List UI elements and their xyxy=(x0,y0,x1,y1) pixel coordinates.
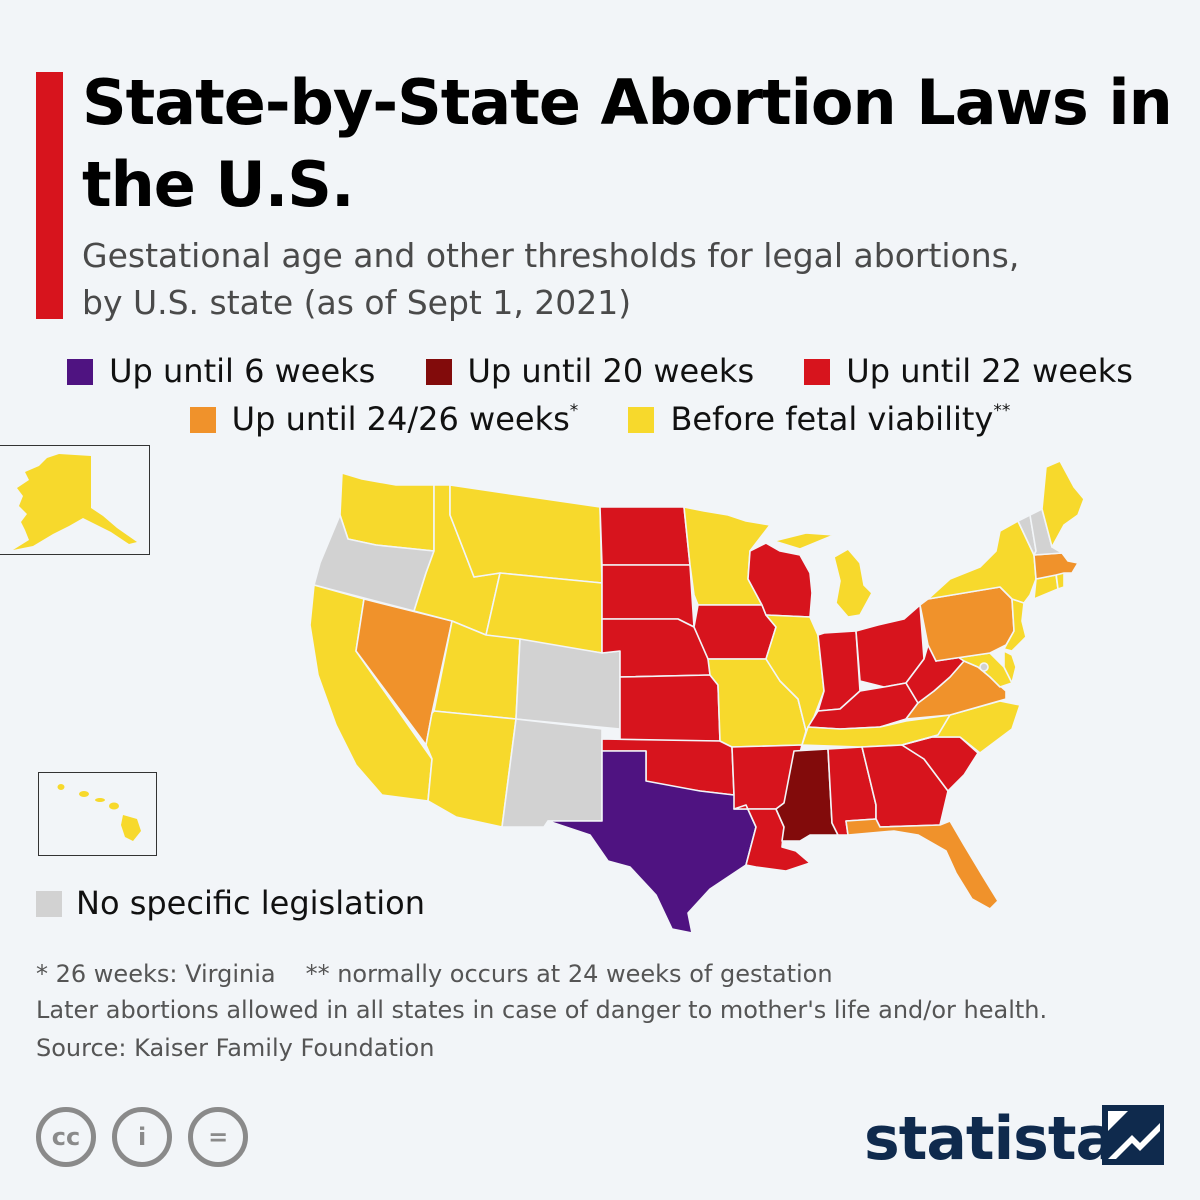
legend-row-1: Up until 6 weeks Up until 20 weeks Up un… xyxy=(0,350,1200,390)
nd-icon[interactable]: = xyxy=(188,1107,249,1167)
state-HI-island-big-island xyxy=(121,815,141,841)
legend-swatch-20-weeks xyxy=(425,359,452,385)
state-HI-island-kauai xyxy=(57,784,65,790)
by-icon[interactable]: i xyxy=(112,1107,173,1167)
statista-logo-icon xyxy=(1102,1105,1164,1165)
hawaii-inset xyxy=(38,772,157,856)
state-NM xyxy=(501,718,603,828)
alaska-inset xyxy=(0,445,150,555)
title-accent-bar xyxy=(36,72,63,319)
legend-row-2: Up until 24/26 weeks* Before fetal viabi… xyxy=(0,398,1200,438)
footnotes: * 26 weeks: Virginia ** normally occurs a… xyxy=(36,956,1047,1028)
legend-item-6-weeks: Up until 6 weeks xyxy=(67,352,375,390)
legend-item-20-weeks: Up until 20 weeks xyxy=(425,352,755,390)
legend-label-24-26-weeks: Up until 24/26 weeks xyxy=(231,400,570,438)
legend-swatch-22-weeks xyxy=(804,359,831,385)
legend-swatch-viability xyxy=(628,407,655,433)
footnote-viability: ** normally occurs at 24 weeks of gestat… xyxy=(305,960,833,988)
subtitle-line-2: by U.S. state (as of Sept 1, 2021) xyxy=(82,283,632,322)
legend-swatch-no-legislation xyxy=(36,891,62,917)
legend-marker-24-26: * xyxy=(569,401,579,421)
statista-logo-text[interactable]: statista xyxy=(864,1104,1116,1174)
state-AZ xyxy=(425,710,517,828)
legend-item-no-legislation: No specific legislation xyxy=(36,884,425,922)
legend-label-viability: Before fetal viability xyxy=(670,400,994,438)
license-icons: cc i = xyxy=(36,1107,259,1167)
state-NJ xyxy=(1003,598,1027,652)
legend-label-no-legislation: No specific legislation xyxy=(76,884,426,922)
state-HI-island-molokai xyxy=(95,798,105,802)
legend-marker-viability: ** xyxy=(993,401,1011,421)
legend-label-22-weeks: Up until 22 weeks xyxy=(846,352,1133,390)
legend-label-20-weeks: Up until 20 weeks xyxy=(467,352,755,390)
state-IA xyxy=(693,604,777,660)
us-map xyxy=(309,460,1085,934)
source-note: Source: Kaiser Family Foundation xyxy=(36,1034,435,1062)
state-DC xyxy=(979,662,989,672)
state-HI-island-oahu xyxy=(79,791,89,797)
state-SD xyxy=(601,564,695,628)
state-MT xyxy=(449,484,603,584)
state-TX xyxy=(547,750,757,934)
legend-label-6-weeks: Up until 6 weeks xyxy=(109,352,376,390)
page-title: State-by-State Abortion Laws in the U.S. xyxy=(82,66,1173,221)
state-NC xyxy=(901,700,1021,754)
legend-item-22-weeks: Up until 22 weeks xyxy=(804,352,1133,390)
footnote-exceptions: Later abortions allowed in all states in… xyxy=(36,996,1048,1024)
legend-item-viability: Before fetal viability** xyxy=(628,400,1010,438)
footnote-virginia: * 26 weeks: Virginia xyxy=(36,960,276,988)
state-MI xyxy=(773,532,873,618)
state-FL xyxy=(845,818,999,910)
legend-swatch-24-26-weeks xyxy=(189,407,216,433)
state-AK xyxy=(13,454,137,550)
subtitle-line-1: Gestational age and other thresholds for… xyxy=(82,236,1020,275)
state-HI-island-maui xyxy=(109,802,119,810)
state-WA xyxy=(339,472,435,552)
state-NY xyxy=(927,520,1037,604)
state-ND xyxy=(599,506,691,566)
subtitle: Gestational age and other thresholds for… xyxy=(82,232,1172,326)
legend-swatch-6-weeks xyxy=(67,359,94,385)
state-ME xyxy=(1041,460,1085,548)
legend-item-24-26-weeks: Up until 24/26 weeks* xyxy=(189,400,579,438)
state-DE xyxy=(1003,650,1017,684)
state-MA xyxy=(1033,552,1079,580)
cc-icon[interactable]: cc xyxy=(36,1107,96,1167)
state-KS xyxy=(619,674,721,742)
state-WI xyxy=(747,542,813,618)
